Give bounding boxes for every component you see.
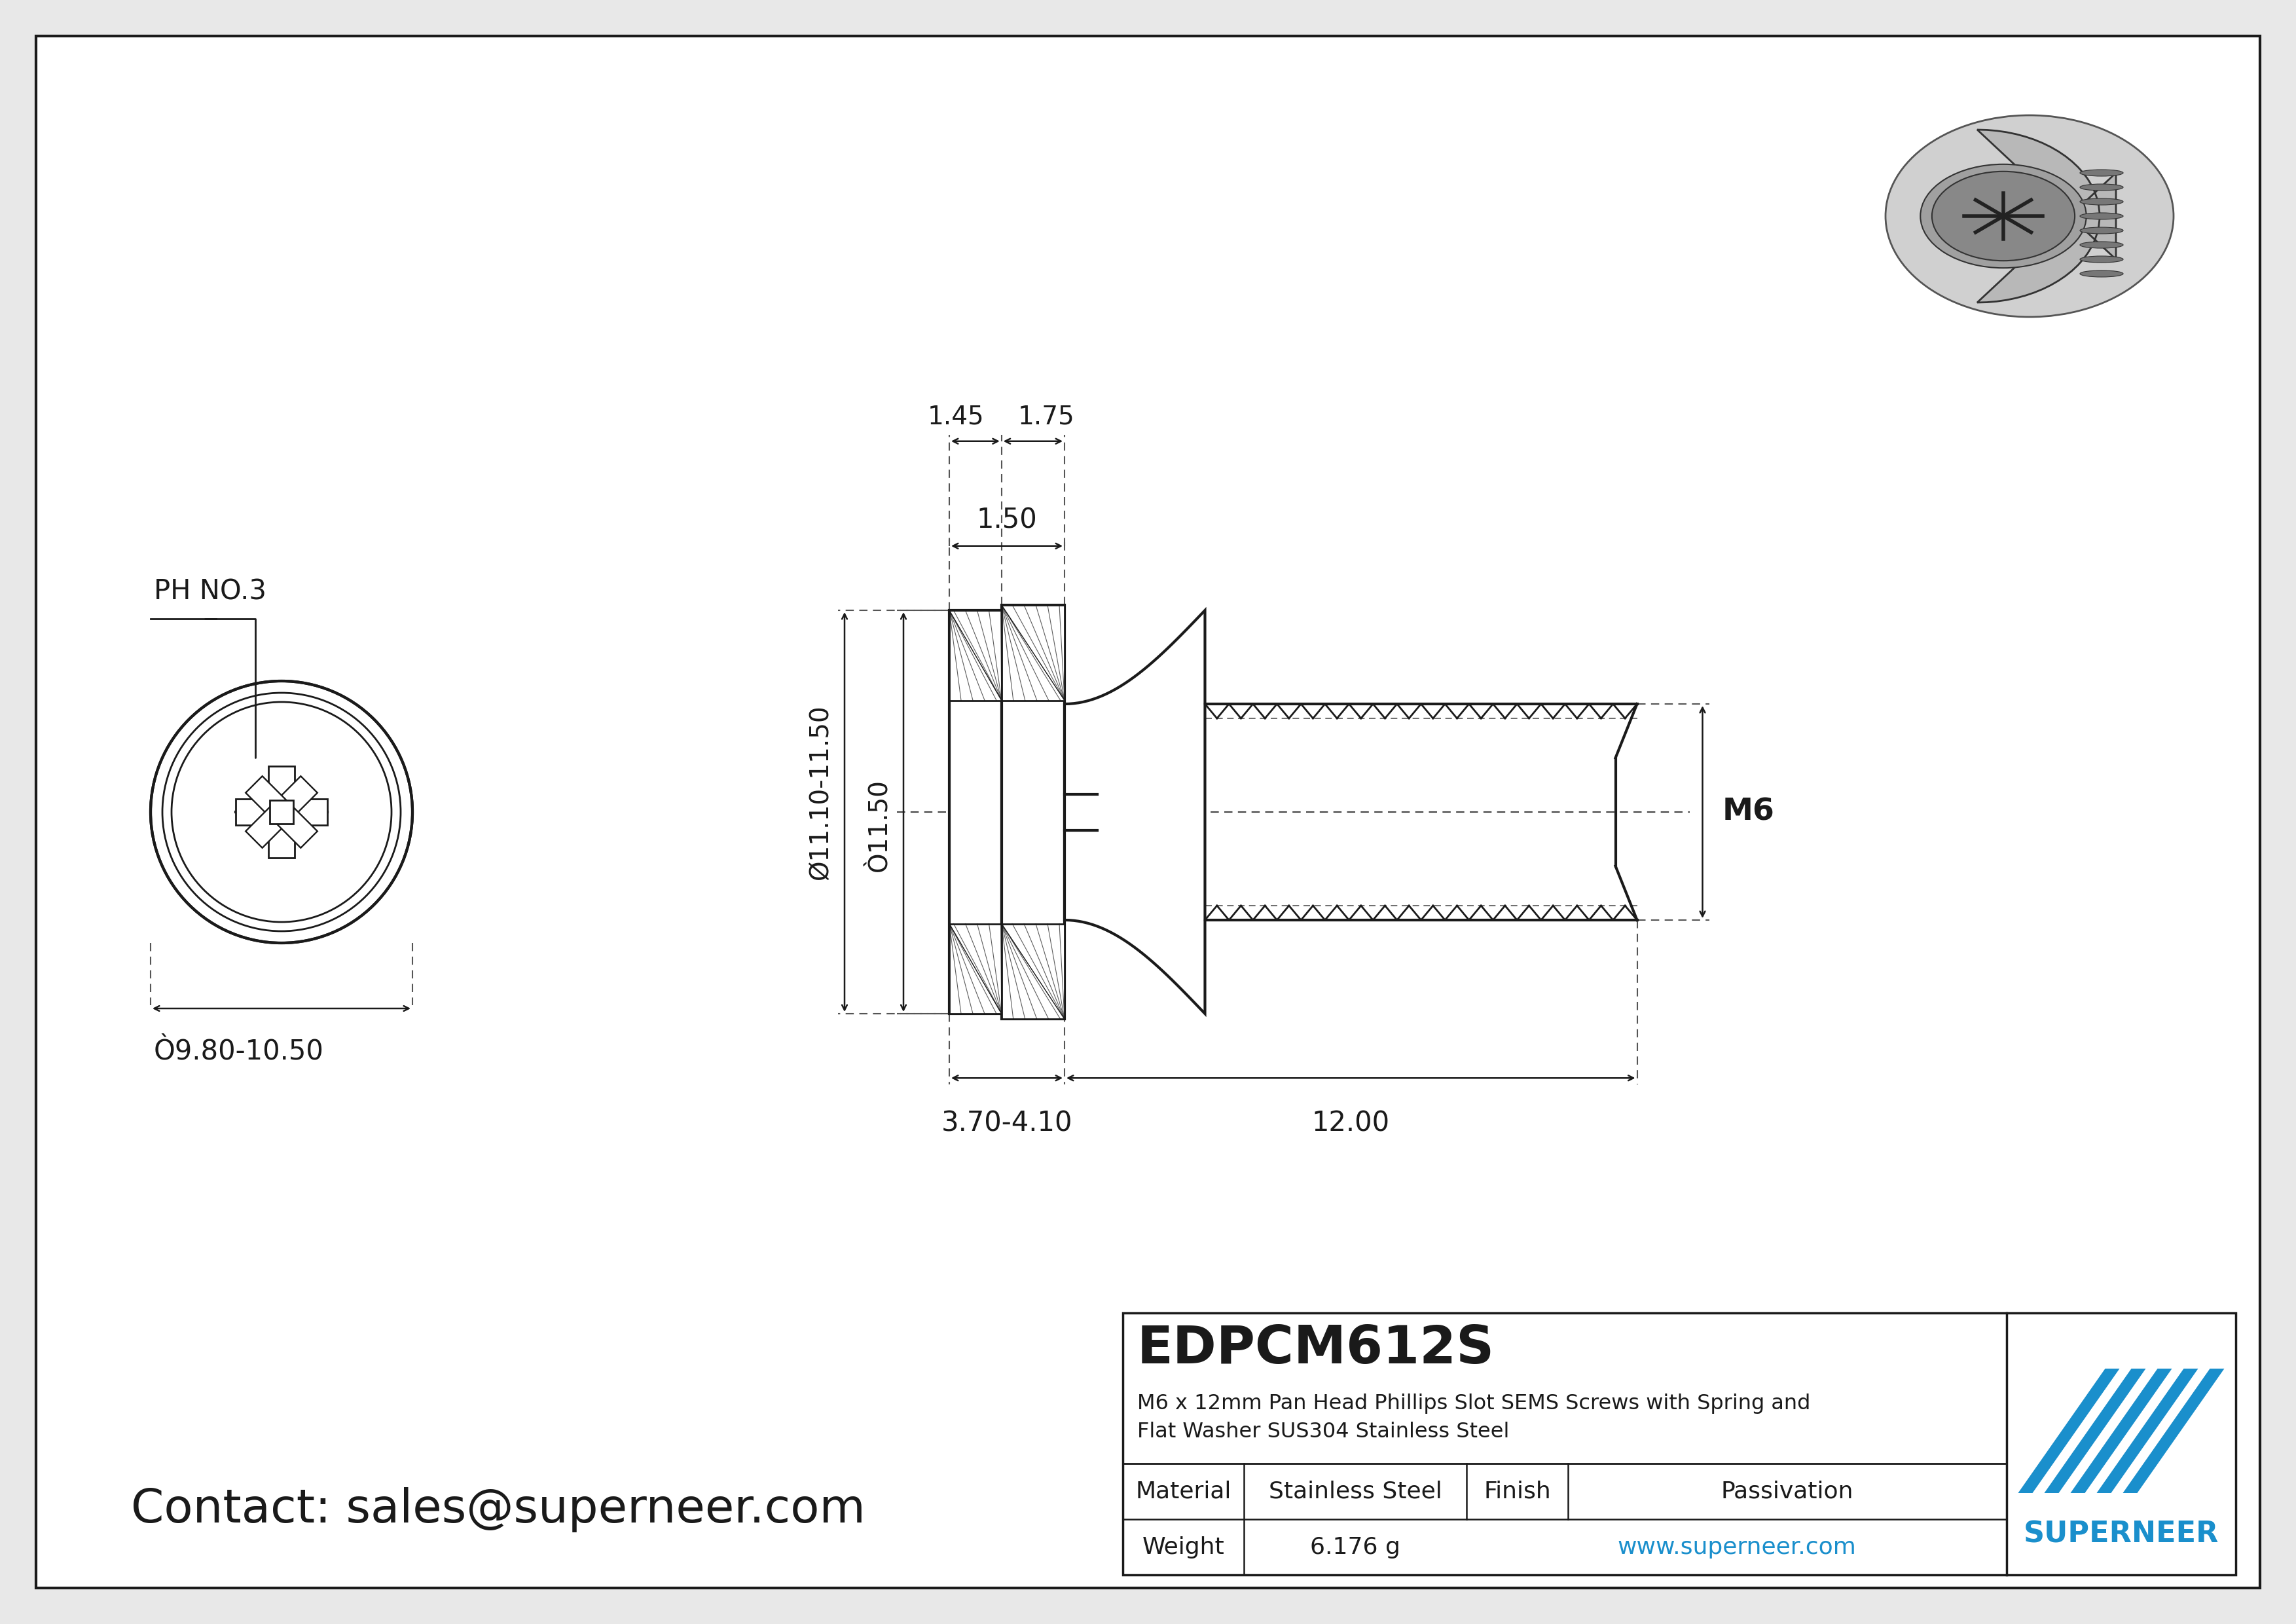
Text: 1.75: 1.75 bbox=[1017, 404, 1075, 429]
Text: 3.70-4.10: 3.70-4.10 bbox=[941, 1109, 1072, 1137]
Text: EDPCM612S: EDPCM612S bbox=[1137, 1324, 1495, 1374]
Polygon shape bbox=[269, 767, 294, 857]
Text: Finish: Finish bbox=[1483, 1479, 1550, 1502]
Text: SUPERNEER: SUPERNEER bbox=[2023, 1520, 2218, 1549]
Text: Passivation: Passivation bbox=[1722, 1479, 1853, 1502]
Polygon shape bbox=[246, 776, 289, 820]
Ellipse shape bbox=[2080, 271, 2124, 278]
Polygon shape bbox=[273, 776, 317, 820]
Polygon shape bbox=[948, 924, 1001, 1013]
Ellipse shape bbox=[2080, 198, 2124, 205]
Polygon shape bbox=[269, 801, 294, 823]
Ellipse shape bbox=[1885, 115, 2174, 317]
Polygon shape bbox=[2043, 1369, 2147, 1492]
Ellipse shape bbox=[2080, 257, 2124, 263]
Polygon shape bbox=[273, 804, 317, 848]
Ellipse shape bbox=[2080, 169, 2124, 175]
Polygon shape bbox=[1065, 611, 1205, 1013]
Text: 1.45: 1.45 bbox=[928, 404, 985, 429]
Ellipse shape bbox=[2080, 242, 2124, 248]
Circle shape bbox=[152, 680, 413, 944]
Text: Stainless Steel: Stainless Steel bbox=[1270, 1479, 1442, 1502]
Text: 6.176 g: 6.176 g bbox=[1311, 1536, 1401, 1557]
Text: Contact: sales@superneer.com: Contact: sales@superneer.com bbox=[131, 1488, 866, 1531]
Text: M6: M6 bbox=[1722, 797, 1775, 827]
Text: 1.50: 1.50 bbox=[976, 507, 1038, 534]
Text: Weight: Weight bbox=[1141, 1536, 1224, 1557]
Ellipse shape bbox=[1919, 164, 2087, 268]
Polygon shape bbox=[1001, 604, 1065, 1020]
Polygon shape bbox=[246, 804, 289, 848]
Polygon shape bbox=[2096, 1369, 2197, 1492]
Polygon shape bbox=[948, 611, 1001, 700]
Text: Ò9.80-10.50: Ò9.80-10.50 bbox=[154, 1038, 324, 1065]
Polygon shape bbox=[236, 799, 328, 825]
Ellipse shape bbox=[1931, 172, 2076, 261]
Text: M6 x 12mm Pan Head Phillips Slot SEMS Screws with Spring and
Flat Washer SUS304 : M6 x 12mm Pan Head Phillips Slot SEMS Sc… bbox=[1137, 1393, 1812, 1442]
Polygon shape bbox=[1001, 604, 1065, 700]
Polygon shape bbox=[1001, 924, 1065, 1020]
Polygon shape bbox=[2018, 1369, 2119, 1492]
Text: Ò11.50: Ò11.50 bbox=[868, 778, 891, 872]
Polygon shape bbox=[2071, 1369, 2172, 1492]
Bar bbox=[1123, 1312, 2236, 1575]
Text: 12.00: 12.00 bbox=[1311, 1109, 1389, 1137]
Text: www.superneer.com: www.superneer.com bbox=[1616, 1536, 1855, 1557]
Polygon shape bbox=[2124, 1369, 2225, 1492]
Ellipse shape bbox=[2080, 213, 2124, 219]
Polygon shape bbox=[1977, 130, 2117, 302]
Polygon shape bbox=[37, 36, 2259, 1588]
Ellipse shape bbox=[2080, 227, 2124, 234]
Text: PH NO.3: PH NO.3 bbox=[154, 578, 266, 606]
Text: Ø11.10-11.50: Ø11.10-11.50 bbox=[808, 705, 833, 880]
Ellipse shape bbox=[2080, 184, 2124, 190]
Text: Material: Material bbox=[1137, 1479, 1231, 1502]
Polygon shape bbox=[948, 611, 1001, 1013]
